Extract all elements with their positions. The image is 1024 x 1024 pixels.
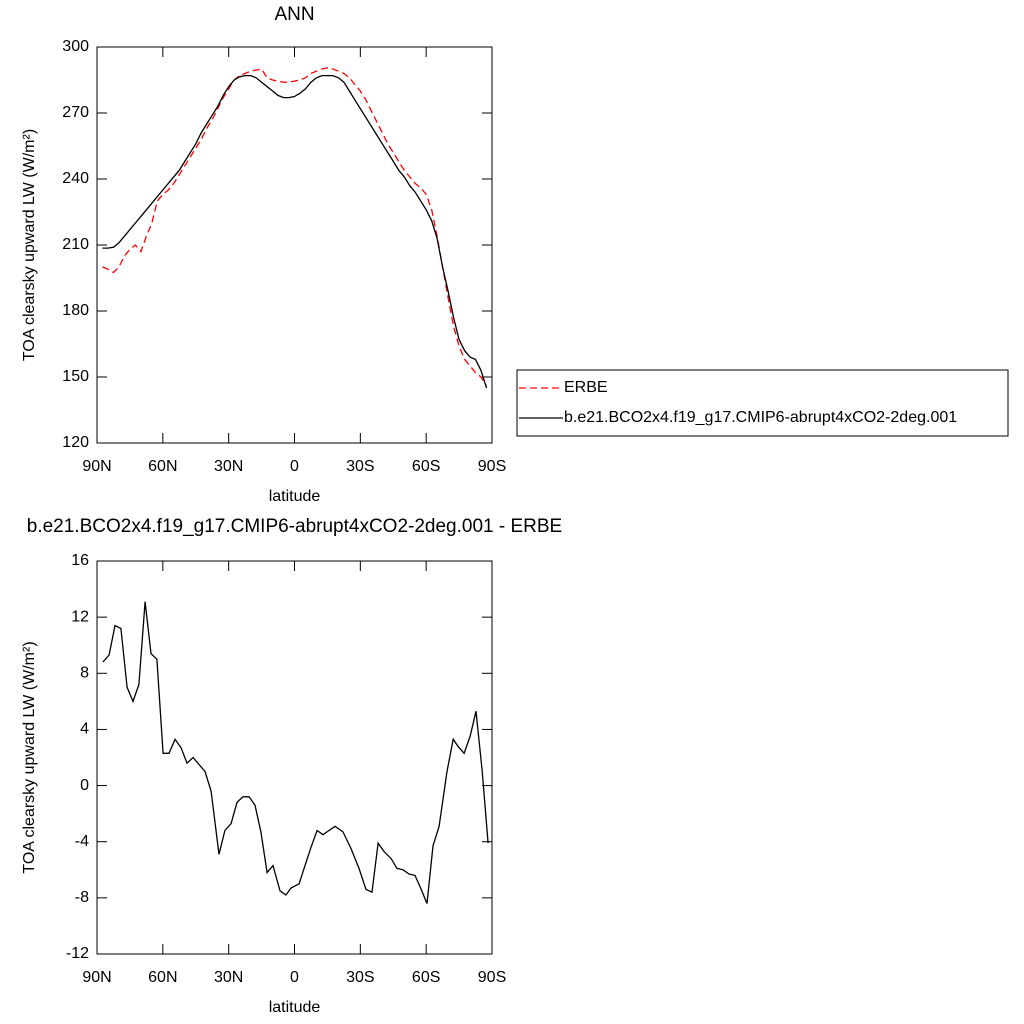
- y-tick-label: 180: [62, 302, 89, 319]
- legend-box: [516, 369, 1009, 437]
- x-tick-label: 90S: [478, 458, 506, 475]
- legend-label: b.e21.BCO2x4.f19_g17.CMIP6-abrupt4xCO2-2…: [564, 409, 957, 426]
- y-axis-label: TOA clearsky upward LW (W/m²): [21, 129, 38, 361]
- x-tick-label: 30N: [214, 969, 243, 986]
- y-tick-label: 210: [62, 236, 89, 253]
- plot-frame: [96, 560, 493, 955]
- chart-title: b.e21.BCO2x4.f19_g17.CMIP6-abrupt4xCO2-2…: [27, 516, 562, 537]
- plot-frame: [96, 46, 493, 444]
- y-tick-label: -4: [75, 833, 89, 850]
- legend-label: ERBE: [564, 379, 608, 396]
- x-tick-label: 30S: [346, 458, 374, 475]
- x-tick-label: 60S: [412, 969, 440, 986]
- x-tick-label: 90N: [82, 458, 111, 475]
- x-tick-label: 90N: [82, 969, 111, 986]
- y-axis-label: TOA clearsky upward LW (W/m²): [21, 641, 38, 873]
- x-tick-label: 60N: [148, 458, 177, 475]
- y-tick-label: 270: [62, 104, 89, 121]
- y-tick-label: 12: [71, 608, 89, 625]
- x-tick-label: 0: [290, 969, 299, 986]
- x-tick-label: 90S: [478, 969, 506, 986]
- x-tick-label: 60S: [412, 458, 440, 475]
- y-tick-label: 150: [62, 368, 89, 385]
- data-line: [102, 601, 489, 904]
- chart-title: ANN: [274, 4, 314, 25]
- x-axis-label: latitude: [269, 488, 321, 505]
- y-tick-label: 16: [71, 552, 89, 569]
- data-line: [102, 67, 488, 387]
- data-line: [102, 74, 488, 389]
- x-tick-label: 0: [290, 458, 299, 475]
- y-tick-label: 8: [80, 665, 89, 682]
- y-tick-label: 300: [62, 38, 89, 55]
- y-tick-label: 120: [62, 434, 89, 451]
- x-tick-label: 30N: [214, 458, 243, 475]
- y-tick-label: -8: [75, 889, 89, 906]
- x-axis-label: latitude: [269, 999, 321, 1016]
- y-tick-label: -12: [66, 945, 89, 962]
- y-tick-label: 0: [80, 777, 89, 794]
- x-tick-label: 60N: [148, 969, 177, 986]
- y-tick-label: 240: [62, 170, 89, 187]
- x-tick-label: 30S: [346, 969, 374, 986]
- y-tick-label: 4: [80, 721, 89, 738]
